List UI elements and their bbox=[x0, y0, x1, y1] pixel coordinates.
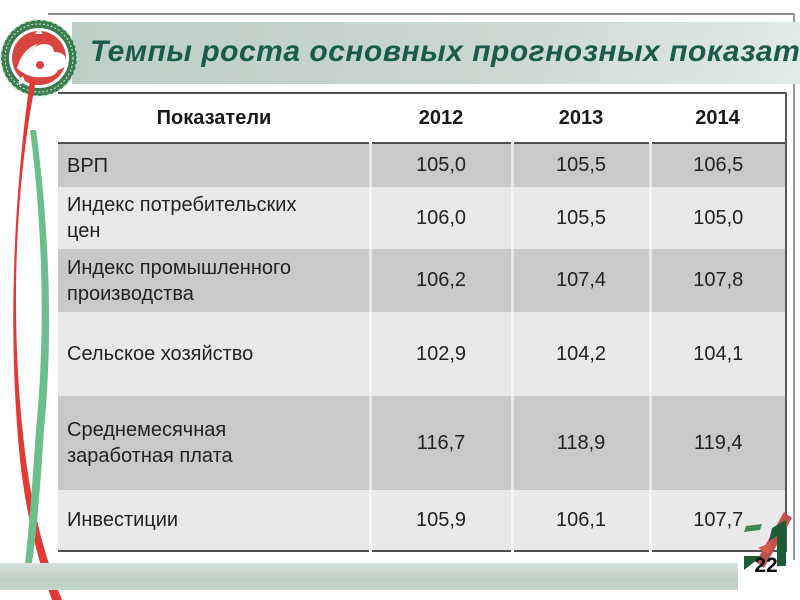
frame-top-line bbox=[48, 13, 795, 15]
row-label: Инвестиции bbox=[67, 509, 179, 531]
tatarstan-emblem-icon bbox=[0, 19, 78, 97]
table-row: ВРП 105,0 105,5 106,5 bbox=[58, 143, 786, 187]
value-cell: 118,9 bbox=[510, 396, 650, 490]
value-cell: 107,8 bbox=[648, 249, 786, 312]
table-row: Среднемесячная заработная плата 116,7 11… bbox=[58, 396, 786, 490]
row-label: Сельское хозяйство bbox=[67, 343, 254, 365]
col-header-2014: 2014 bbox=[650, 93, 786, 144]
value-cell: 105,9 bbox=[368, 490, 512, 551]
footer-bar bbox=[0, 563, 738, 590]
page-number: 22 bbox=[754, 554, 778, 577]
value-cell: 107,4 bbox=[510, 249, 650, 312]
row-label: Индекс промышленного производства bbox=[67, 256, 291, 305]
value-cell: 106,0 bbox=[368, 187, 512, 249]
value-cell: 106,1 bbox=[510, 490, 650, 551]
value-cell: 102,9 bbox=[368, 312, 512, 396]
page-title: Темпы роста основных прогнозных показате… bbox=[90, 35, 800, 68]
table-row: Сельское хозяйство 102,9 104,2 104,1 bbox=[58, 312, 786, 396]
value-cell: 104,1 bbox=[648, 312, 786, 396]
value-cell: 119,4 bbox=[648, 396, 786, 490]
value-cell: 105,5 bbox=[510, 143, 650, 187]
footer-triangles-logo-icon bbox=[744, 512, 792, 570]
value-cell: 105,0 bbox=[648, 187, 786, 249]
title-band bbox=[72, 22, 800, 84]
row-label: Среднемесячная заработная плата bbox=[67, 419, 233, 467]
value-cell: 105,5 bbox=[510, 187, 650, 249]
table-header-row: Показатели 2012 2013 2014 bbox=[58, 93, 786, 144]
forecast-table: Показатели 2012 2013 2014 ВРП 105,0 105,… bbox=[58, 92, 787, 552]
value-cell: 104,2 bbox=[510, 312, 650, 396]
value-cell: 106,2 bbox=[368, 249, 512, 312]
col-header-2012: 2012 bbox=[370, 93, 512, 144]
row-label: ВРП bbox=[67, 154, 109, 177]
col-header-2013: 2013 bbox=[512, 93, 650, 144]
frame-right-line bbox=[793, 13, 795, 560]
table-row: Индекс промышленного производства 106,2 … bbox=[58, 249, 786, 312]
value-cell: 107,7 bbox=[648, 490, 786, 551]
value-cell: 116,7 bbox=[368, 396, 512, 490]
col-header-indicators: Показатели bbox=[58, 93, 370, 144]
value-cell: 106,5 bbox=[648, 143, 786, 187]
table-row: Индекс потребительских цен 106,0 105,5 1… bbox=[58, 187, 786, 249]
row-label: Индекс потребительских цен bbox=[67, 194, 297, 242]
value-cell: 105,0 bbox=[368, 143, 512, 187]
table-row: Инвестиции 105,9 106,1 107,7 bbox=[58, 490, 786, 551]
